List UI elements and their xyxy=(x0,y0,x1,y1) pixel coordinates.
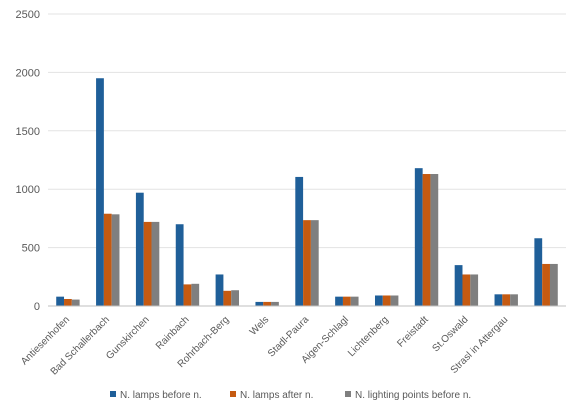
bar xyxy=(183,284,192,306)
x-tick-label: St.Oswald xyxy=(430,314,470,354)
legend-label: N. lamps after n. xyxy=(240,390,313,401)
bar xyxy=(111,214,120,306)
bar xyxy=(350,296,359,306)
bar xyxy=(191,283,200,306)
bar xyxy=(64,298,72,306)
bar xyxy=(510,294,518,306)
bar xyxy=(56,296,65,306)
bar xyxy=(494,294,503,306)
y-axis-ticks: 0 500 1000 1500 2000 2500 xyxy=(16,9,40,313)
x-tick-label: Gunskirchen xyxy=(104,314,151,361)
bar xyxy=(295,176,304,306)
bar xyxy=(534,238,543,306)
bar xyxy=(303,220,311,306)
x-tick-label: Wels xyxy=(248,314,271,337)
bar xyxy=(374,295,383,306)
bar xyxy=(151,221,160,306)
bar xyxy=(549,263,558,306)
bar xyxy=(462,274,471,306)
bar xyxy=(335,296,343,306)
bar xyxy=(255,301,264,306)
bar xyxy=(71,299,80,306)
bar xyxy=(223,290,232,306)
bar xyxy=(175,224,184,306)
bar xyxy=(96,78,104,307)
legend: N. lamps before n. N. lamps after n. N. li… xyxy=(110,390,471,401)
bar xyxy=(430,174,439,306)
y-tick-label: 1500 xyxy=(16,126,40,138)
y-tick-label: 1000 xyxy=(16,184,40,196)
y-tick-label: 0 xyxy=(34,301,40,313)
y-tick-label: 500 xyxy=(22,243,40,255)
bar xyxy=(263,301,272,306)
bar xyxy=(390,295,399,306)
x-tick-label: Rainbach xyxy=(154,314,192,352)
y-tick-label: 2500 xyxy=(16,9,40,21)
bar xyxy=(454,265,463,306)
bar xyxy=(414,168,423,306)
legend-label: N. lighting points before n. xyxy=(355,390,471,401)
legend-swatch xyxy=(230,391,236,397)
legend-swatch xyxy=(345,391,351,397)
bar xyxy=(135,192,144,306)
y-tick-label: 2000 xyxy=(16,67,40,79)
x-tick-label: Lichtenberg xyxy=(346,314,391,359)
bar xyxy=(310,220,319,306)
bar xyxy=(342,296,351,306)
bar xyxy=(542,263,550,306)
bar xyxy=(143,221,152,306)
bar xyxy=(470,274,479,306)
bar xyxy=(382,295,391,306)
gridlines xyxy=(48,13,566,249)
bar xyxy=(215,274,224,306)
bars xyxy=(56,78,558,307)
legend-swatch xyxy=(110,391,116,397)
bar xyxy=(231,290,240,306)
bar xyxy=(502,294,511,306)
x-tick-label: Freistadt xyxy=(395,314,430,349)
bar xyxy=(271,301,279,306)
bar xyxy=(103,213,112,306)
legend-label: N. lamps before n. xyxy=(120,390,202,401)
bar xyxy=(422,174,431,306)
